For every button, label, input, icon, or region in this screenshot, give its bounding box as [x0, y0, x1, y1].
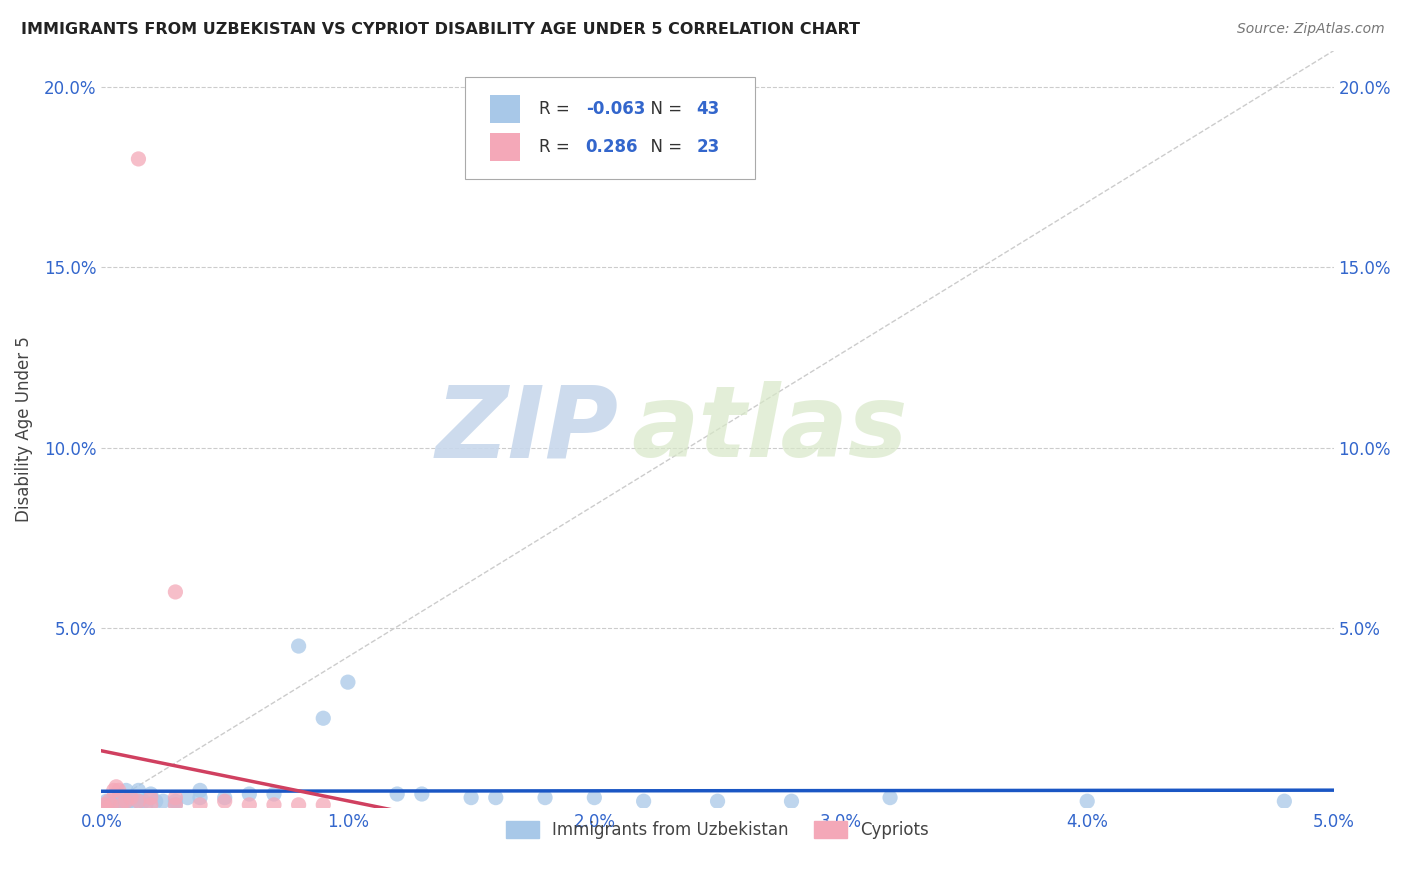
Text: 0.286: 0.286 — [586, 138, 638, 156]
Point — [120, 790, 142, 805]
Point — [263, 797, 285, 812]
Point — [105, 780, 128, 794]
Point — [107, 797, 129, 812]
Point — [411, 787, 433, 801]
Text: 43: 43 — [696, 100, 720, 118]
Point — [103, 783, 125, 797]
Point — [97, 794, 120, 808]
Point — [139, 787, 162, 801]
FancyBboxPatch shape — [489, 95, 520, 123]
Point — [97, 797, 120, 812]
Text: R =: R = — [538, 138, 581, 156]
Point — [127, 794, 149, 808]
Point — [100, 797, 122, 812]
Point — [96, 794, 118, 808]
FancyBboxPatch shape — [465, 78, 755, 179]
Point — [120, 790, 142, 805]
Point — [122, 794, 145, 808]
Point — [312, 711, 335, 725]
Point — [780, 794, 803, 808]
Point — [460, 790, 482, 805]
Point — [1076, 794, 1098, 808]
Point — [145, 794, 167, 808]
Point — [93, 797, 115, 812]
Text: IMMIGRANTS FROM UZBEKISTAN VS CYPRIOT DISABILITY AGE UNDER 5 CORRELATION CHART: IMMIGRANTS FROM UZBEKISTAN VS CYPRIOT DI… — [21, 22, 860, 37]
Point — [485, 790, 508, 805]
Point — [152, 794, 174, 808]
Text: Source: ZipAtlas.com: Source: ZipAtlas.com — [1237, 22, 1385, 37]
Point — [287, 639, 309, 653]
Point — [583, 790, 606, 805]
Point — [100, 794, 122, 808]
Point — [238, 797, 260, 812]
Point — [263, 787, 285, 801]
Point — [188, 790, 211, 805]
Point — [879, 790, 901, 805]
Point — [336, 675, 359, 690]
Point — [115, 783, 138, 797]
Point — [107, 783, 129, 797]
Text: R =: R = — [538, 100, 575, 118]
Point — [110, 797, 132, 812]
Text: -0.063: -0.063 — [586, 100, 645, 118]
Point — [110, 794, 132, 808]
Text: atlas: atlas — [631, 381, 908, 478]
Point — [96, 801, 118, 815]
Text: N =: N = — [640, 100, 688, 118]
Text: ZIP: ZIP — [436, 381, 619, 478]
Point — [188, 797, 211, 812]
FancyBboxPatch shape — [489, 133, 520, 161]
Point — [214, 790, 236, 805]
Point — [312, 797, 335, 812]
Point — [165, 797, 187, 812]
Point — [135, 797, 157, 812]
Point — [165, 797, 187, 812]
Point — [706, 794, 728, 808]
Point — [534, 790, 557, 805]
Point — [165, 794, 187, 808]
Point — [633, 794, 655, 808]
Legend: Immigrants from Uzbekistan, Cypriots: Immigrants from Uzbekistan, Cypriots — [499, 814, 936, 846]
Point — [132, 794, 155, 808]
Y-axis label: Disability Age Under 5: Disability Age Under 5 — [15, 336, 32, 523]
Point — [214, 794, 236, 808]
Point — [165, 585, 187, 599]
Point — [1272, 794, 1295, 808]
Point — [117, 794, 139, 808]
Point — [165, 790, 187, 805]
Point — [115, 794, 138, 808]
Point — [385, 787, 408, 801]
Point — [115, 794, 138, 808]
Point — [127, 152, 149, 166]
Point — [287, 797, 309, 812]
Point — [112, 797, 135, 812]
Point — [105, 794, 128, 808]
Point — [188, 783, 211, 797]
Point — [127, 783, 149, 797]
Point — [139, 790, 162, 805]
Text: 23: 23 — [696, 138, 720, 156]
Point — [177, 790, 200, 805]
Point — [139, 797, 162, 812]
Text: N =: N = — [640, 138, 688, 156]
Point — [238, 787, 260, 801]
Point — [127, 794, 149, 808]
Point — [103, 797, 125, 812]
